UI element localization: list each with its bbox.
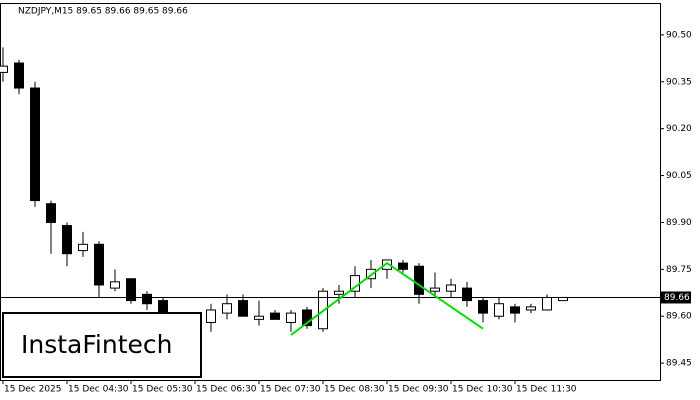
- candle-body: [526, 306, 536, 311]
- last-price-label: 89.66: [664, 293, 690, 303]
- candle-body: [382, 259, 392, 270]
- candle-body: [14, 62, 24, 89]
- candle-body: [462, 287, 472, 302]
- y-tick-label: 90.50: [666, 30, 692, 40]
- y-tick-label: 90.35: [666, 77, 692, 87]
- candle-body: [238, 300, 248, 317]
- candle-body: [30, 87, 40, 202]
- candle-body: [222, 303, 232, 314]
- candle-body: [270, 312, 280, 320]
- x-tick-label: 15 Dec 07:30: [260, 385, 321, 395]
- y-tick-label: 89.90: [666, 218, 692, 228]
- logo: InstaFintech: [21, 330, 173, 359]
- last-price-box: [661, 291, 691, 304]
- x-tick-label: 15 Dec 04:30: [68, 385, 129, 395]
- candle-body: [110, 281, 120, 289]
- candle-body: [142, 293, 152, 305]
- candle-body: [0, 65, 8, 73]
- candle-body: [206, 309, 216, 323]
- logo-box: [2, 312, 202, 378]
- candle-body: [78, 243, 88, 252]
- y-tick-label: 89.75: [666, 265, 692, 275]
- candle-body: [398, 262, 408, 270]
- candle-body: [414, 265, 424, 295]
- y-tick-label: 90.05: [666, 171, 692, 181]
- candle-body: [494, 303, 504, 317]
- candle-body: [430, 287, 440, 292]
- x-tick-label: 15 Dec 06:30: [196, 385, 257, 395]
- chart-title: NZDJPY,M15 89.65 89.66 89.65 89.66: [18, 7, 188, 17]
- candle-body: [126, 278, 136, 302]
- candle-body: [510, 306, 520, 314]
- y-tick-label: 90.20: [666, 124, 692, 134]
- candle-body: [46, 203, 56, 223]
- candle-body: [478, 300, 488, 314]
- y-tick-label: 89.60: [666, 312, 692, 322]
- candle-body: [62, 225, 72, 255]
- candle-body: [94, 243, 104, 286]
- plot-frame: [0, 3, 661, 381]
- y-tick-label: 89.45: [666, 359, 692, 369]
- x-tick-label: 15 Dec 2025: [4, 385, 62, 395]
- candle-body: [334, 290, 344, 295]
- candle-body: [286, 312, 296, 323]
- x-tick-label: 15 Dec 10:30: [452, 385, 513, 395]
- candle-body: [542, 296, 552, 311]
- pattern-line: [290, 261, 484, 336]
- x-tick-label: 15 Dec 05:30: [132, 385, 193, 395]
- x-tick-label: 15 Dec 11:30: [516, 385, 577, 395]
- candle-body: [446, 284, 456, 292]
- x-tick-label: 15 Dec 09:30: [388, 385, 449, 395]
- candle-body: [254, 315, 264, 320]
- candle-body: [302, 309, 312, 327]
- x-tick-label: 15 Dec 08:30: [324, 385, 385, 395]
